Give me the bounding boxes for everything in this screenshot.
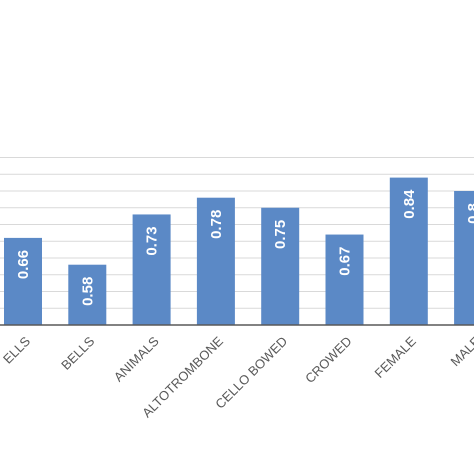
bar <box>196 197 235 325</box>
bar <box>325 234 364 325</box>
bar <box>389 177 428 325</box>
data-labels: 0.66 0.58 0.73 0.78 0.75 0.67 0.84 0.8 <box>15 189 474 306</box>
x-tick-label: FEMALE <box>372 333 420 381</box>
bars <box>4 177 474 325</box>
x-tick-label: BELLS <box>58 333 97 372</box>
bar <box>261 207 300 325</box>
data-label: 0.84 <box>401 189 418 219</box>
bar <box>132 214 171 325</box>
data-label: 0.78 <box>208 210 225 239</box>
bar <box>4 237 42 325</box>
bar <box>68 264 107 325</box>
x-tick-label: CROWED <box>302 334 354 386</box>
x-tick-label: ANIMALS <box>111 333 162 384</box>
data-label: 0.58 <box>79 277 96 306</box>
x-tick-label: ELLS <box>0 333 33 366</box>
data-label: 0.8 <box>465 203 474 224</box>
data-label: 0.73 <box>144 226 161 255</box>
x-tick-label: MALE <box>448 333 474 369</box>
bar <box>454 191 474 325</box>
data-label: 0.66 <box>15 250 32 279</box>
data-label: 0.75 <box>272 220 289 249</box>
data-label: 0.67 <box>337 247 354 276</box>
